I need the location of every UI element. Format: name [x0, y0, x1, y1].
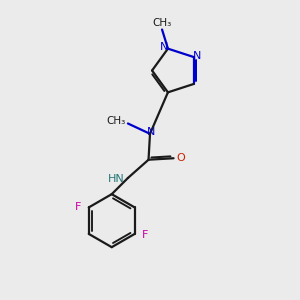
Text: F: F [142, 230, 148, 240]
Text: N: N [193, 50, 201, 61]
Text: HN: HN [108, 174, 125, 184]
Text: F: F [75, 202, 82, 212]
Text: N: N [160, 42, 169, 52]
Text: N: N [146, 127, 155, 137]
Text: CH₃: CH₃ [152, 18, 172, 28]
Text: O: O [176, 153, 185, 163]
Text: CH₃: CH₃ [106, 116, 125, 126]
